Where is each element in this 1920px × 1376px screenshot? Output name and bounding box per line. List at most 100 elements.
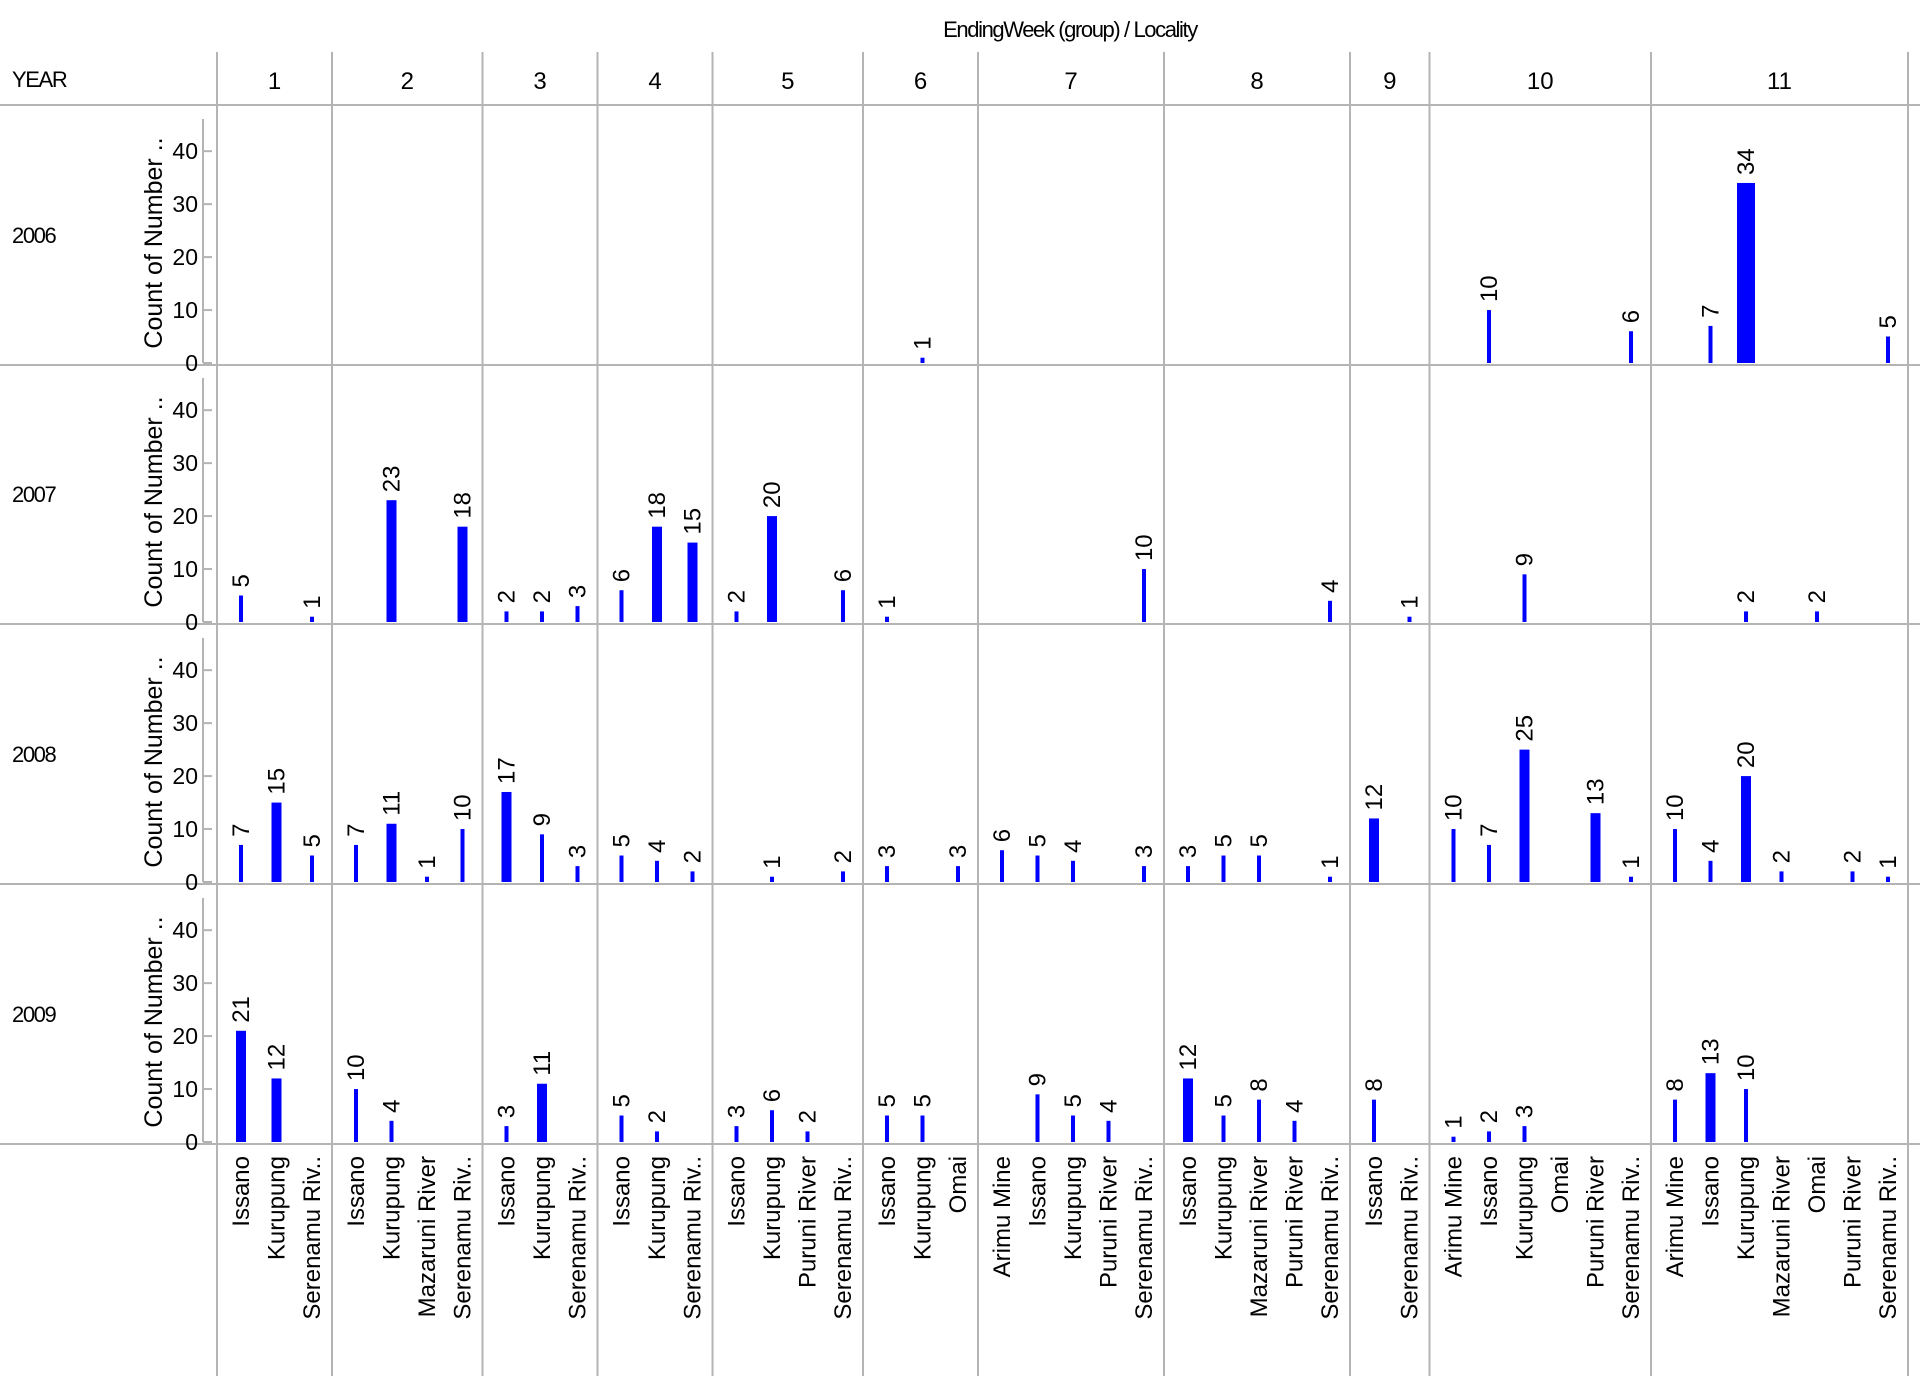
data-label-2008-w11-5: 2 (1840, 850, 1867, 863)
bar-2008-w1-1 (271, 802, 282, 882)
data-label-2008-w7-0: 6 (989, 829, 1016, 842)
data-label-2007-w2-3: 18 (450, 492, 477, 519)
data-label-2008-w10-0: 10 (1441, 794, 1468, 821)
data-label-2007-w7-4: 10 (1131, 534, 1158, 561)
locality-label-w7-2: Kurupung (1060, 1156, 1087, 1260)
data-label-2008-w10-2: 25 (1512, 715, 1539, 742)
bar-2007-w7-4 (1142, 569, 1146, 622)
bar-2008-w1-0 (239, 844, 243, 882)
bar-2007-w4-2 (687, 542, 698, 622)
bar-2008-w11-6 (1886, 876, 1890, 882)
bar-2008-w2-2 (425, 876, 429, 882)
bar-2006-w11-2 (1737, 182, 1755, 363)
locality-label-w11-3: Mazaruni River (1769, 1156, 1796, 1317)
week-label-11: 11 (1767, 68, 1792, 95)
bar-2009-w3-1 (537, 1083, 547, 1142)
y-tick-label-10: 10 (172, 816, 198, 842)
bar-2009-w8-1 (1221, 1115, 1226, 1142)
locality-label-w8-2: Mazaruni River (1246, 1156, 1273, 1317)
bar-2009-w10-2 (1522, 1126, 1527, 1142)
data-label-2007-w11-4: 2 (1804, 590, 1831, 603)
bar-2007-w8-4 (1328, 600, 1332, 622)
locality-label-w5-2: Puruni River (795, 1156, 822, 1288)
locality-label-w5-3: Serenamu Riv.. (830, 1156, 857, 1320)
data-label-2009-w3-1: 11 (529, 1051, 556, 1076)
data-label-2007-w4-2: 15 (680, 508, 707, 535)
y-axis-title: Count of Number .. (140, 137, 168, 348)
bar-2007-w11-2 (1744, 611, 1748, 622)
chart-title: EndingWeek (group) / Locality (943, 17, 1198, 42)
locality-label-w6-2: Omai (945, 1156, 972, 1213)
locality-label-w9-1: Serenamu Riv.. (1397, 1156, 1424, 1320)
data-label-2009-w4-1: 2 (644, 1110, 671, 1123)
bar-2008-w7-2 (1071, 860, 1075, 882)
data-label-2009-w10-2: 3 (1512, 1105, 1539, 1118)
year-row-labels: 2006 2007 2008 2009 (12, 223, 58, 1027)
year-label-2009: 2009 (12, 1002, 57, 1027)
locality-label-w11-0: Arimu Mine (1662, 1156, 1689, 1277)
data-label-2008-w8-1: 5 (1211, 834, 1238, 847)
locality-label-w8-3: Puruni River (1282, 1156, 1309, 1288)
data-label-2008-w11-3: 2 (1769, 850, 1796, 863)
bar-2008-w11-1 (1708, 860, 1713, 882)
data-label-2009-w8-2: 8 (1246, 1078, 1273, 1091)
data-label-2009-w1-1: 12 (264, 1044, 291, 1071)
bar-2007-w2-1 (386, 500, 397, 622)
locality-label-w2-0: Issano (343, 1156, 370, 1227)
data-label-2007-w1-2: 1 (299, 595, 326, 608)
data-label-2007-w5-3: 6 (830, 569, 857, 582)
data-label-2008-w3-1: 9 (529, 813, 556, 826)
locality-label-w7-1: Issano (1025, 1156, 1052, 1227)
data-label-2006-w11-2: 34 (1733, 148, 1760, 175)
data-label-2009-w6-0: 5 (874, 1094, 901, 1107)
week-label-7: 7 (1064, 68, 1077, 95)
locality-label-w1-1: Kurupung (264, 1156, 291, 1260)
data-label-2007-w5-1: 20 (759, 481, 786, 508)
data-label-2008-w4-1: 4 (644, 839, 671, 852)
data-label-2008-w5-1: 1 (759, 855, 786, 868)
bar-2007-w5-0 (734, 611, 739, 622)
locality-label-w6-0: Issano (874, 1156, 901, 1227)
locality-label-w8-0: Issano (1175, 1156, 1202, 1227)
y-tick-label-30: 30 (172, 191, 198, 217)
bar-2008-w4-1 (655, 860, 659, 882)
data-label-2008-w1-2: 5 (299, 834, 326, 847)
week-label-2: 2 (401, 68, 414, 95)
locality-label-w9-0: Issano (1361, 1156, 1388, 1227)
y-tick-label-10: 10 (172, 1076, 198, 1102)
y-tick-label-40: 40 (172, 917, 198, 943)
bar-2006-w6-1 (920, 357, 925, 363)
locality-label-w3-1: Kurupung (529, 1156, 556, 1260)
data-label-2006-w6-1: 1 (910, 336, 937, 349)
bar-2006-w10-5 (1629, 331, 1633, 363)
bar-2008-w7-4 (1142, 866, 1146, 882)
locality-label-w2-1: Kurupung (379, 1156, 406, 1260)
data-label-2007-w11-2: 2 (1733, 590, 1760, 603)
data-label-2009-w2-1: 4 (379, 1099, 406, 1112)
locality-label-w4-1: Kurupung (644, 1156, 671, 1260)
bar-2007-w3-0 (504, 611, 509, 622)
data-label-2008-w2-0: 7 (343, 824, 370, 837)
locality-label-w11-5: Puruni River (1840, 1156, 1867, 1288)
data-label-2007-w2-1: 23 (379, 466, 406, 493)
bar-2007-w2-3 (457, 526, 468, 622)
year-label-2006: 2006 (12, 223, 57, 248)
locality-label-w1-0: Issano (228, 1156, 255, 1227)
bar-2008-w7-1 (1035, 855, 1040, 882)
data-label-2009-w8-0: 12 (1175, 1044, 1202, 1071)
bar-2009-w11-2 (1744, 1089, 1748, 1142)
bar-2008-w10-0 (1451, 829, 1456, 882)
bar-2009-w11-1 (1705, 1073, 1716, 1142)
locality-label-w11-6: Serenamu Riv.. (1875, 1156, 1902, 1320)
locality-label-w4-0: Issano (609, 1156, 636, 1227)
data-label-2008-w7-1: 5 (1025, 834, 1052, 847)
bar-2008-w3-0 (501, 791, 512, 882)
data-label-2008-w5-3: 2 (830, 850, 857, 863)
bar-2007-w3-2 (575, 606, 580, 622)
bar-2007-w6-0 (885, 616, 889, 622)
data-label-2008-w4-0: 5 (609, 834, 636, 847)
bar-2008-w11-2 (1741, 776, 1751, 882)
bar-2008-w6-2 (956, 866, 960, 882)
data-label-2007-w3-2: 3 (565, 585, 592, 598)
